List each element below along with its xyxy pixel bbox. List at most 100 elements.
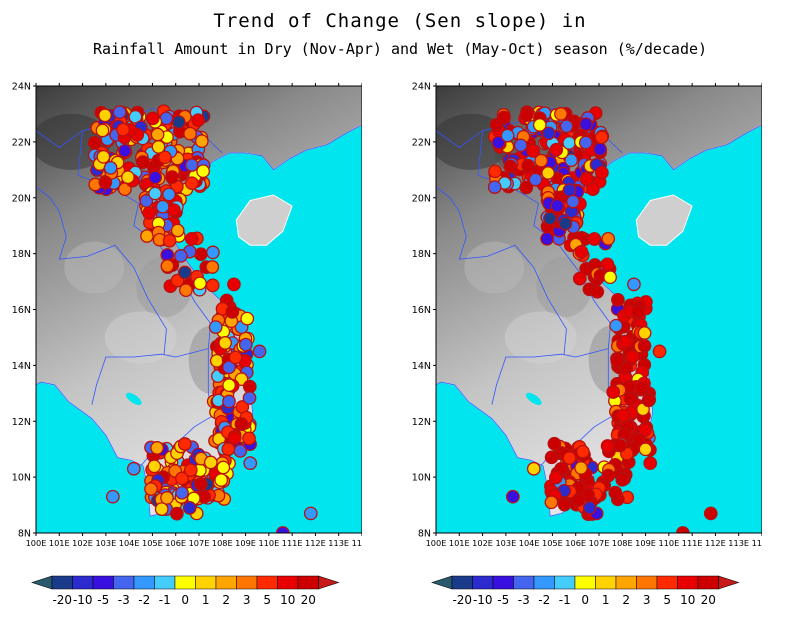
colorbar-arrow-low <box>431 575 453 590</box>
colorbar-label: 2 <box>622 593 630 607</box>
colorbar-segment <box>297 575 319 590</box>
station-marker <box>151 140 166 154</box>
station-marker <box>214 473 229 487</box>
station-marker <box>205 260 220 274</box>
station-marker <box>182 501 197 515</box>
colorbar-segment <box>492 575 514 590</box>
lon-label: 104E <box>119 538 140 548</box>
station-marker <box>142 206 156 220</box>
station-marker <box>566 194 580 209</box>
dry-colorbar-svg: -20 -10 -5 -3 -2 -1 0 1 2 3 5 10 20 <box>31 575 340 607</box>
station-marker <box>183 126 197 141</box>
colorbar-label: 0 <box>581 593 589 607</box>
station-marker <box>487 180 502 194</box>
lat-label: 14N <box>412 361 431 372</box>
station-marker <box>593 142 607 157</box>
colorbar-label: -20 <box>52 593 72 607</box>
colorbar-segment <box>451 575 473 590</box>
station-marker <box>144 482 158 496</box>
colorbar-label: -20 <box>452 593 472 607</box>
lat-label: 8N <box>18 529 31 540</box>
station-marker <box>238 337 253 352</box>
station-marker <box>635 381 649 396</box>
station-marker <box>98 175 113 190</box>
colorbar-label: 1 <box>202 593 210 607</box>
border-line <box>477 130 614 467</box>
colorbar-label: -1 <box>159 593 171 607</box>
chart-subtitle: Rainfall Amount in Dry (Nov-Apr) and Wet… <box>92 40 708 58</box>
border-line <box>36 186 167 355</box>
hainan-island <box>235 194 293 246</box>
station-marker <box>205 278 220 293</box>
colorbar-label: -3 <box>118 593 130 607</box>
station-marker <box>611 292 625 307</box>
station-marker <box>148 186 162 201</box>
lat-label: 22N <box>412 137 431 148</box>
colorbar-segment <box>51 575 73 590</box>
lat-label: 12N <box>412 417 431 428</box>
lon-label: 106E <box>565 538 586 548</box>
station-marker <box>491 135 506 150</box>
lat-label: 20N <box>412 193 431 204</box>
colorbar-label: -2 <box>138 593 150 607</box>
colorbar-segment <box>236 575 258 590</box>
station-marker <box>610 354 625 368</box>
station-marker <box>619 360 634 375</box>
dry-season-map: 24N 22N 20N 18N 16N 14N 12N 10N 8N 100E 101E 102E 10… <box>2 78 362 558</box>
lon-label: 107E <box>589 538 610 548</box>
lon-label: 103E <box>95 538 116 548</box>
station-marker <box>185 176 199 191</box>
lon-label: 101E <box>49 538 70 548</box>
station-marker <box>534 153 549 168</box>
colorbar-segment <box>256 575 278 590</box>
station-marker <box>541 126 556 141</box>
lat-label: 18N <box>412 249 431 260</box>
lon-label: 111E <box>682 538 703 548</box>
station-marker <box>564 153 579 168</box>
lon-label: 109E <box>235 538 256 548</box>
border-line <box>91 348 209 405</box>
station-marker <box>652 344 667 359</box>
colorbar-segment <box>554 575 576 590</box>
station-marker <box>196 164 210 179</box>
lon-label: 110E <box>258 538 279 548</box>
station-marker <box>167 203 181 217</box>
station-marker <box>554 107 568 121</box>
station-marker <box>170 506 184 521</box>
station-marker <box>519 108 534 122</box>
station-marker <box>586 182 600 197</box>
terrain-shade <box>104 311 177 364</box>
station-marker <box>128 109 143 124</box>
station-marker <box>576 444 590 459</box>
colorbar-label: 10 <box>680 593 695 607</box>
station-marker <box>145 111 160 126</box>
station-marker <box>228 350 243 365</box>
lon-label: 112E <box>705 538 726 548</box>
colorbar-label: -3 <box>518 593 530 607</box>
station-marker <box>606 385 621 399</box>
lon-label: 114E <box>352 538 362 548</box>
station-marker <box>616 408 631 423</box>
colorbar-segment <box>154 575 176 590</box>
lon-label: 110E <box>658 538 679 548</box>
station-marker <box>503 159 518 174</box>
station-marker <box>208 320 223 334</box>
station-marker <box>139 194 154 208</box>
colorbar-label: 2 <box>222 593 230 607</box>
lon-label: 102E <box>472 538 493 548</box>
lat-label: 14N <box>12 361 31 372</box>
colorbar-label: 20 <box>301 593 316 607</box>
colorbar-label: -2 <box>538 593 550 607</box>
lon-label: 105E <box>142 538 163 548</box>
station-marker <box>160 259 175 273</box>
station-marker <box>103 161 118 175</box>
station-marker <box>549 142 564 157</box>
colorbar-label: 5 <box>263 593 271 607</box>
station-marker <box>178 265 192 280</box>
station-marker <box>557 497 572 512</box>
station-marker <box>703 506 718 521</box>
colorbar-segment <box>195 575 217 590</box>
colorbar-label: 10 <box>280 593 295 607</box>
station-marker <box>521 158 536 173</box>
station-marker <box>206 245 220 260</box>
